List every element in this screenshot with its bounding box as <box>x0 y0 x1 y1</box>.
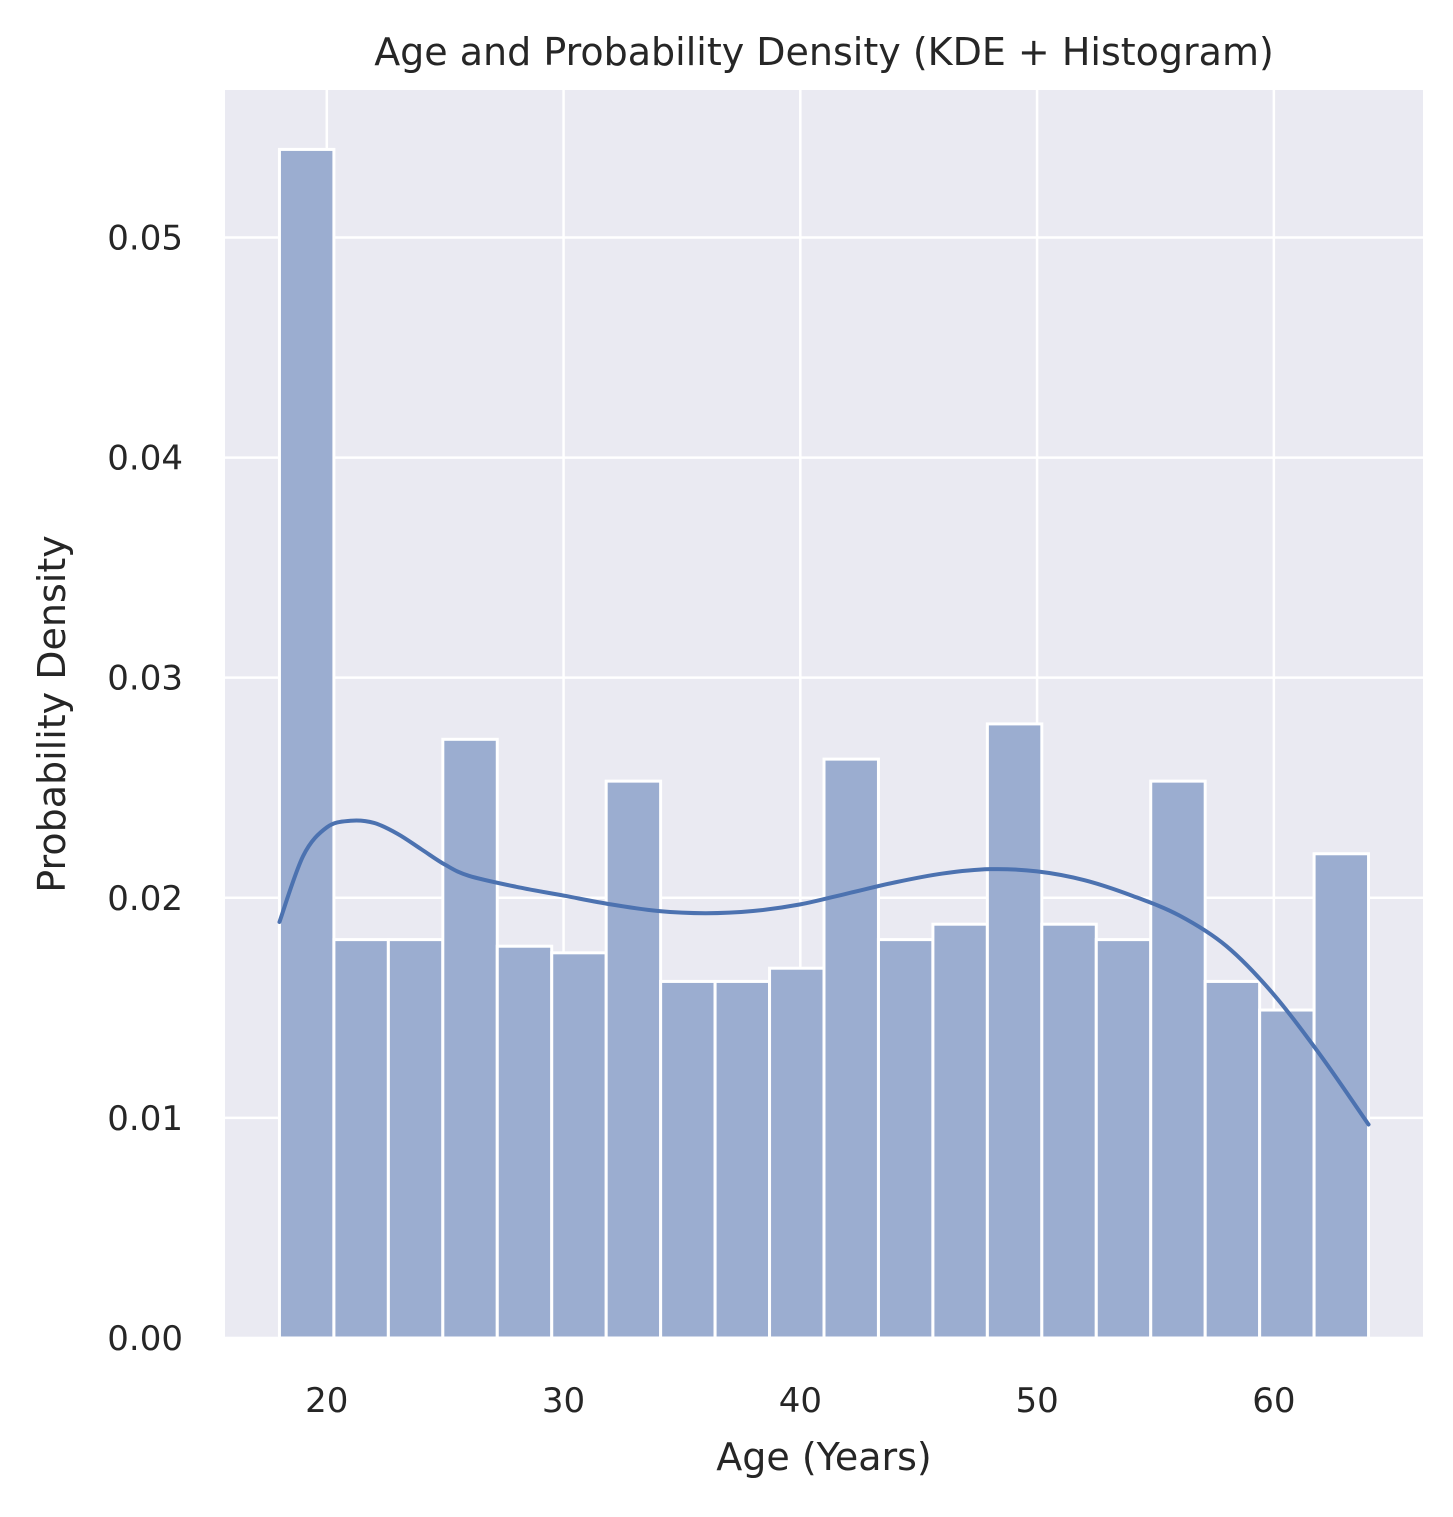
x-tick-label: 60 <box>1252 1381 1295 1421</box>
histogram-bar <box>931 922 989 1340</box>
y-tick-label: 0.05 <box>107 218 183 258</box>
histogram-bar <box>768 966 826 1340</box>
y-tick-label: 0.01 <box>107 1099 183 1139</box>
histogram-bar <box>1258 1008 1316 1340</box>
histogram-bar <box>1203 979 1262 1340</box>
histogram-bar <box>550 951 608 1340</box>
histogram-bar <box>1149 779 1207 1340</box>
y-axis-title: Probability Density <box>30 535 74 892</box>
histogram-bar <box>1040 922 1098 1340</box>
histogram-bars <box>277 147 1371 1340</box>
histogram-bar <box>713 979 772 1340</box>
histogram-bar <box>604 779 663 1340</box>
x-axis-ticks: 20 30 40 50 60 <box>305 1381 1295 1421</box>
y-axis-ticks: 0.00 0.01 0.02 0.03 0.04 0.05 <box>107 218 183 1359</box>
x-tick-label: 50 <box>1015 1381 1058 1421</box>
y-tick-label: 0.00 <box>107 1319 183 1359</box>
histogram-bar <box>876 938 935 1340</box>
y-tick-label: 0.02 <box>107 879 183 919</box>
x-axis-title: Age (Years) <box>716 1435 931 1479</box>
y-tick-label: 0.04 <box>107 439 183 479</box>
histogram-bar <box>277 147 336 1340</box>
x-tick-label: 40 <box>779 1381 822 1421</box>
grid-lines <box>225 90 1423 1340</box>
chart-title: Age and Probability Density (KDE + Histo… <box>374 30 1274 74</box>
kde-curve <box>277 818 1371 1127</box>
histogram-bar <box>1312 852 1371 1340</box>
histogram-bar <box>386 938 445 1340</box>
x-tick-label: 20 <box>305 1381 348 1421</box>
histogram-bar <box>822 757 880 1340</box>
histogram-bar <box>659 979 717 1340</box>
histogram-bar <box>495 944 554 1340</box>
histogram-bar <box>1094 938 1153 1340</box>
histogram-bar <box>985 722 1044 1340</box>
histogram-bar <box>441 737 499 1340</box>
y-tick-label: 0.03 <box>107 659 183 699</box>
x-tick-label: 30 <box>542 1381 585 1421</box>
histogram-bar <box>332 938 390 1340</box>
